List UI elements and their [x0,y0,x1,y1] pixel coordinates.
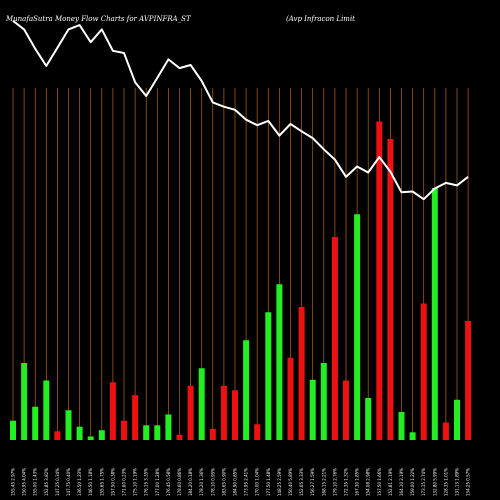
x-tick-label: 132.80 5.99% [432,468,437,496]
x-tick-label: 171.60 0.23% [122,468,127,496]
x-tick-label: 155.45 2.97% [11,468,16,496]
x-tick-label: 150.95 4.04% [22,468,27,496]
bar [409,432,416,440]
bar [143,425,150,440]
x-tick-label: 147.75 0.40% [66,468,71,496]
bar [76,426,83,440]
x-tick-label: 177.00 1.28% [155,468,160,496]
bar [21,363,28,440]
chart-title: MunafaSutra Money Flow Charts for AVPINF… [5,15,192,23]
x-tick-label: 164.10 2.19% [399,468,404,496]
bar [187,385,194,440]
bar [276,284,283,440]
bar [65,410,72,440]
bar [54,431,61,440]
x-tick-label: 173.15 2.74% [421,468,426,496]
x-tick-label: 152.81 2.19% [388,468,393,496]
bar [354,214,361,440]
x-tick-label: 131.13 1.89% [455,468,460,496]
bar [109,382,116,440]
bar [431,188,438,440]
x-tick-label: 178.20 1.36% [199,468,204,496]
x-tick-label: 154.08 2.98% [366,468,371,496]
x-tick-label: 170.00 1.04% [255,468,260,496]
bar [387,139,394,440]
x-tick-label: 159.00 1.22% [410,468,415,496]
bar [10,420,16,440]
bar [98,430,105,440]
x-tick-label: 146.50 1.18% [88,468,93,496]
bar [198,368,205,440]
x-tick-label: 157.50 1.66% [377,468,382,496]
bar [132,395,139,440]
x-tick-label: 150.40 5.89% [288,468,293,496]
x-tick-label: 152.65 3.33% [299,468,304,496]
bar [121,420,127,440]
bar [376,121,383,440]
x-tick-label: 155.00 1.43% [33,468,38,496]
bar [454,399,460,440]
bar [220,385,227,440]
x-tick-label: 178.10 0.95% [210,468,215,496]
bar [398,412,405,440]
bar [87,436,94,440]
x-tick-label: 183.65 0.90% [221,468,226,496]
x-tick-label: 173.95 2.41% [244,468,249,496]
x-tick-label: 177.50 1.48% [266,468,271,496]
bar [343,380,349,440]
bar [320,363,327,440]
bar [254,424,261,440]
bar [309,379,316,440]
x-tick-label: 156.27 1.59% [310,468,315,496]
bar [442,422,449,440]
x-tick-label: 168.15 2.21% [321,468,326,496]
bar [176,434,183,440]
bar [165,414,172,440]
bar [298,307,305,440]
x-tick-label: 179.10 2.76% [332,468,337,496]
bars [10,121,472,440]
x-tick-label: 167.30 1.85% [355,468,360,496]
x-tick-label: 178.60 0.86% [177,468,182,496]
x-tick-label: 152.85 3.82% [44,468,49,496]
x-tick-label: 128.35 1.01% [443,468,448,496]
x-tick-label: 175.10 1.19% [133,468,138,496]
x-tick-label: 172.35 1.32% [344,468,349,496]
x-tick-label: 184.20 0.18% [188,468,193,496]
x-tick-label: 176.15 3.35% [144,468,149,496]
x-tick-label: 148.25 2.59% [277,468,282,496]
x-axis-labels: 155.45 2.97% 150.95 4.04% 155.00 1.43% 152.… [11,468,471,496]
bar [331,237,338,440]
bar [243,340,250,440]
chart-subtitle: (Avp Infracon Limit [286,15,355,23]
x-tick-label: 147.25 0.34% [55,468,60,496]
x-tick-label: 155.65 1.75% [99,468,104,496]
bar [265,312,272,440]
price-line [12,20,469,201]
bar [365,398,372,440]
bar [465,321,472,440]
bar [43,380,50,440]
bar [287,357,294,440]
x-tick-label: 184.90 0.85% [233,468,238,496]
bar [420,303,427,440]
bar [209,428,216,440]
bar [154,425,161,440]
x-tick-label: 157.50 0.38% [110,468,115,496]
x-tick-label: 134.25 0.57% [466,468,471,496]
bar [232,390,238,440]
x-tick-label: 176.45 0.58% [166,468,171,496]
x-tick-label: 136.50 1.23% [77,468,82,496]
bar [32,406,39,440]
